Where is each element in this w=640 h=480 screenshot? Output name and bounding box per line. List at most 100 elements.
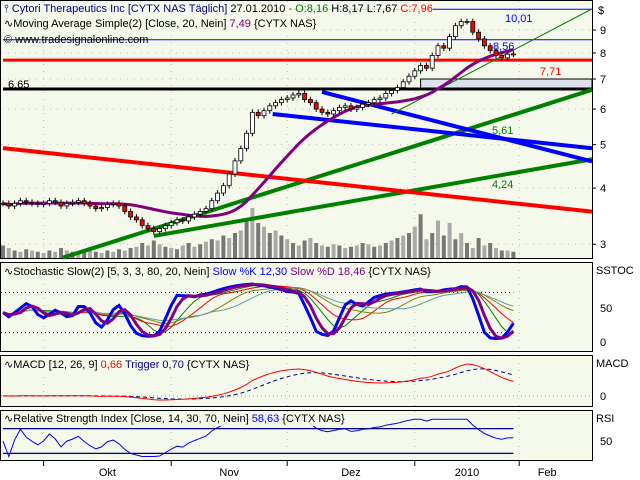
candle-body — [302, 93, 308, 100]
candle-body — [99, 207, 104, 210]
candle-body — [244, 132, 250, 149]
quote-date: 27.01.2010 — [230, 3, 286, 15]
volume-bar — [354, 245, 359, 258]
volume-bar — [256, 223, 261, 258]
date-tick-label: Nov — [219, 467, 239, 479]
candle-body — [174, 219, 180, 224]
candle-body — [365, 102, 371, 105]
stoch-d-label: Slow %D 18,46 — [290, 266, 366, 278]
candle-body — [325, 111, 331, 115]
indicator-wave-icon: ∿ — [4, 266, 14, 278]
candle-body — [371, 99, 377, 104]
macd-value: 0,66 — [100, 359, 123, 371]
volume-bar — [169, 248, 174, 258]
indicator-wave-icon: ∿ — [4, 413, 14, 425]
price-tick-label: 5 — [600, 140, 606, 152]
volume-bar — [267, 233, 272, 258]
volume-bar — [215, 240, 220, 258]
volume-bar — [186, 243, 191, 258]
volume-bar — [146, 245, 150, 258]
candle-body — [296, 93, 302, 96]
candle-body — [418, 65, 424, 72]
volume-bar — [93, 251, 98, 258]
candle-body — [203, 208, 209, 212]
ma-label: Moving Average Simple(2) [Close, 20, Nei… — [13, 18, 227, 30]
date-tick-label: Okt — [99, 467, 116, 479]
candle-body — [319, 108, 325, 113]
candle-body — [29, 201, 35, 204]
volume-bar — [424, 239, 429, 258]
volume-bar — [198, 244, 203, 258]
candle-body — [423, 65, 429, 69]
volume-bar — [122, 250, 127, 258]
ma-value: 7,49 — [229, 18, 251, 30]
price-tick-label: 8 — [600, 48, 606, 60]
volume-bar — [389, 240, 394, 258]
volume-bar — [1, 245, 5, 258]
candle-body — [505, 53, 511, 59]
volume-bar — [511, 251, 516, 258]
candle-body — [255, 111, 261, 117]
volume-bar — [407, 233, 411, 258]
volume-bar — [378, 245, 382, 258]
volume-bar — [76, 253, 81, 258]
price-tick-label: 9 — [600, 25, 606, 37]
candle-body — [197, 211, 203, 215]
volume-bar — [337, 245, 342, 258]
stoch-symbol: {CYTX NAS} — [368, 266, 431, 278]
volume-bar — [320, 245, 324, 258]
macd-axis-label: MACD — [596, 358, 628, 370]
macd-line — [2, 363, 514, 401]
volume-bar — [470, 248, 475, 258]
volume-bar — [41, 253, 46, 258]
macd-trigger: Trigger 0,70 — [124, 359, 184, 371]
indicator-wave-icon: ∿ — [4, 18, 14, 30]
level-label-10-01: 10,01 — [505, 13, 533, 25]
rsi-title: Relative Strength Index [Close, 14, 30, … — [13, 413, 249, 425]
volume-bar — [53, 251, 58, 258]
candle-body — [41, 202, 46, 205]
volume-bar — [30, 250, 34, 258]
volume-bar — [163, 246, 168, 258]
volume-bar — [459, 233, 464, 258]
macd-tick-0: 0 — [600, 391, 606, 403]
stoch-tick-0: 0 — [600, 337, 606, 349]
volume-bar — [227, 238, 232, 258]
price-tick-label: 4 — [600, 183, 606, 195]
candle-body — [105, 203, 110, 208]
volume-bar — [59, 248, 63, 258]
volume-bar — [395, 238, 400, 258]
ma-symbol: {CYTX NAS} — [253, 18, 317, 30]
candle-body — [278, 99, 284, 104]
macd-symbol: {CYTX NAS} — [186, 359, 250, 371]
candle-body — [220, 185, 226, 194]
candle-body — [76, 200, 81, 203]
volume-bar — [436, 220, 440, 258]
candle-body — [122, 205, 128, 212]
candle-body — [406, 75, 412, 83]
candle-body — [284, 97, 290, 100]
volume-bar — [35, 251, 40, 258]
candle-body — [267, 105, 273, 112]
volume-bar — [204, 241, 208, 258]
candle-body — [116, 202, 122, 207]
candle-body — [400, 81, 406, 88]
level-label-6-65: 6,65 — [8, 79, 29, 91]
volume-bar — [175, 249, 179, 258]
volume-bar — [285, 239, 290, 258]
date-tick-label: 2010 — [455, 467, 479, 479]
rsi-legend: ∿Relative Strength Index [Close, 14, 30,… — [4, 413, 345, 426]
candle-body — [249, 111, 255, 134]
candle-body — [35, 202, 41, 205]
volume-bar — [180, 245, 185, 258]
volume-bar — [209, 239, 214, 258]
date-tick-label: Feb — [538, 467, 557, 479]
volume-bar — [430, 233, 435, 258]
price-axis-unit: $ — [598, 5, 604, 17]
candle-body — [354, 107, 360, 110]
volume-bar — [349, 246, 353, 258]
volume-bar — [279, 235, 284, 258]
volume-bar — [233, 233, 237, 258]
volume-bar — [366, 244, 371, 258]
